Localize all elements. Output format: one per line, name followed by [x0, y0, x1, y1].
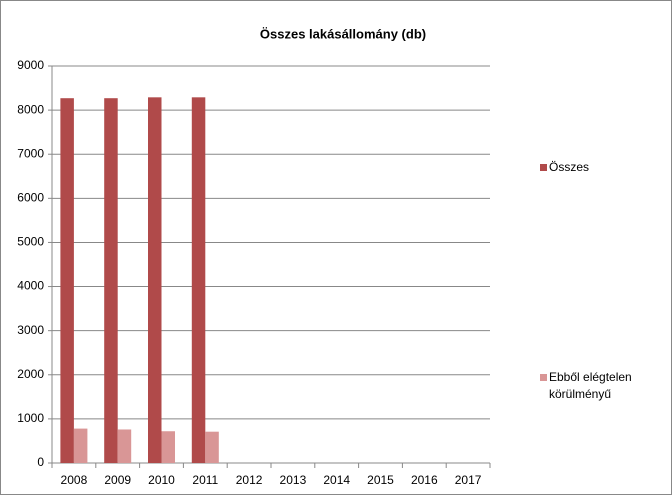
bar — [148, 97, 162, 464]
x-tick-label: 2014 — [323, 473, 350, 487]
x-tick-label: 2016 — [411, 473, 438, 487]
y-tick-label: 8000 — [17, 102, 44, 116]
y-tick-label: 4000 — [17, 279, 44, 293]
x-tick-label: 2009 — [104, 473, 131, 487]
x-tick-label: 2010 — [148, 473, 175, 487]
bar — [60, 98, 74, 463]
y-tick-label: 0 — [37, 455, 44, 469]
chart-title: Összes lakásállomány (db) — [260, 26, 426, 41]
bar — [117, 429, 132, 463]
bar — [205, 431, 219, 463]
legend-swatch — [540, 374, 547, 381]
x-tick-label: 2013 — [280, 473, 307, 487]
x-tick-label: 2012 — [236, 473, 263, 487]
bar — [73, 428, 88, 463]
legend-label: Ebből elégtelen körülményű — [549, 370, 632, 401]
bar — [191, 97, 206, 464]
y-tick-label: 3000 — [17, 323, 44, 337]
x-tick-label: 2011 — [192, 473, 218, 487]
legend-swatch — [540, 164, 547, 171]
x-tick-label: 2017 — [455, 473, 482, 487]
bar — [104, 98, 118, 463]
y-tick-label: 7000 — [17, 146, 44, 160]
bar — [161, 431, 175, 463]
legend-label: Összes — [549, 160, 590, 174]
x-tick-label: 2015 — [367, 473, 394, 487]
x-tick-label: 2008 — [61, 473, 88, 487]
y-tick-label: 5000 — [17, 235, 44, 249]
y-tick-label: 1000 — [17, 411, 44, 425]
y-tick-label: 2000 — [17, 367, 44, 381]
y-tick-label: 6000 — [17, 191, 44, 205]
y-tick-label: 9000 — [17, 58, 44, 72]
